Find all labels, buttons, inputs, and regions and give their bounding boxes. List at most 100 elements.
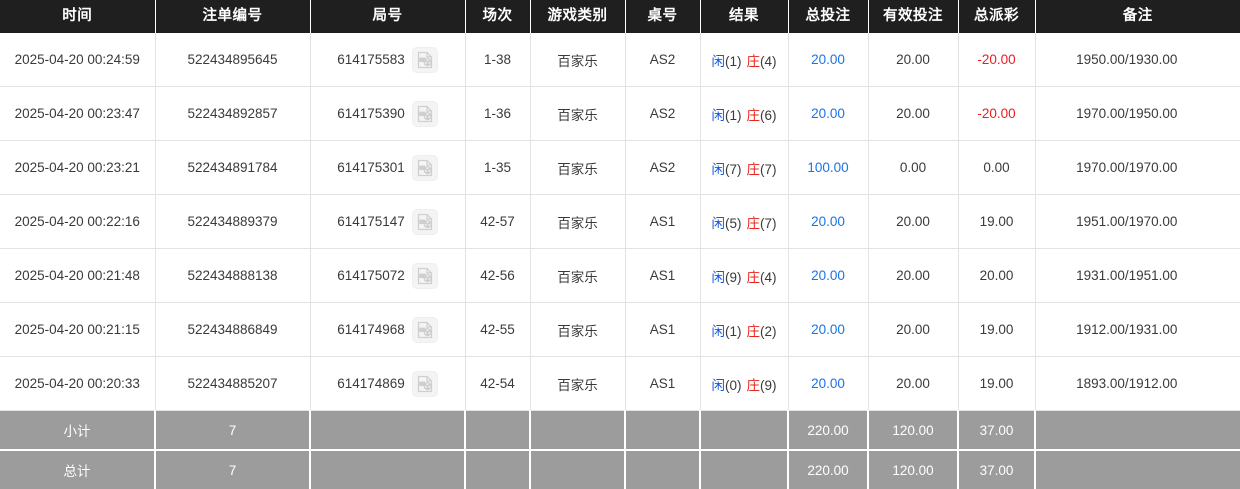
remark-text: 1912.00/1931.00 bbox=[1076, 322, 1177, 337]
total-bet-link[interactable]: 20.00 bbox=[811, 322, 845, 337]
column-header-total_payout[interactable]: 总派彩 bbox=[958, 0, 1035, 33]
cell-order-no: 522434885207 bbox=[155, 357, 310, 411]
video-file-icon[interactable] bbox=[412, 101, 438, 127]
cell-result: 闲(1)庄(6) bbox=[700, 87, 788, 141]
cell-remark: 1970.00/1970.00 bbox=[1035, 141, 1240, 195]
valid-bet-text: 20.00 bbox=[896, 52, 930, 67]
video-file-icon[interactable] bbox=[412, 209, 438, 235]
summary-label-text: 小计 bbox=[64, 424, 91, 439]
cell-game-type: 百家乐 bbox=[530, 357, 625, 411]
session-text: 1-38 bbox=[484, 52, 511, 67]
cell-round-no: 614175390 bbox=[310, 87, 465, 141]
cell-total-payout: 20.00 bbox=[958, 249, 1035, 303]
result-banker-value: (4) bbox=[760, 270, 777, 285]
total-bet-link[interactable]: 20.00 bbox=[811, 106, 845, 121]
valid-bet-text: 0.00 bbox=[900, 160, 926, 175]
column-header-time[interactable]: 时间 bbox=[0, 0, 155, 33]
summary-game-type bbox=[530, 411, 625, 451]
summary-table-no bbox=[625, 450, 700, 489]
table-no-text: AS1 bbox=[650, 376, 676, 391]
table-no-text: AS1 bbox=[650, 268, 676, 283]
column-header-total_bet[interactable]: 总投注 bbox=[788, 0, 868, 33]
cell-time: 2025-04-20 00:20:33 bbox=[0, 357, 155, 411]
result-player-label: 闲 bbox=[712, 162, 726, 177]
cell-total-bet: 20.00 bbox=[788, 33, 868, 87]
time-text: 2025-04-20 00:23:47 bbox=[15, 106, 140, 121]
cell-session: 42-55 bbox=[465, 303, 530, 357]
video-file-icon[interactable] bbox=[412, 47, 438, 73]
video-file-icon[interactable] bbox=[412, 155, 438, 181]
column-header-session[interactable]: 场次 bbox=[465, 0, 530, 33]
result-banker-label: 庄 bbox=[747, 324, 761, 339]
column-header-order_no[interactable]: 注单编号 bbox=[155, 0, 310, 33]
summary-count-text: 7 bbox=[229, 463, 237, 478]
total-payout-text: -20.00 bbox=[977, 52, 1015, 67]
round-no-text: 614175301 bbox=[337, 160, 405, 175]
cell-session: 1-36 bbox=[465, 87, 530, 141]
game-type-text: 百家乐 bbox=[557, 108, 598, 123]
order-no-text: 522434886849 bbox=[187, 322, 277, 337]
total-bet-link[interactable]: 20.00 bbox=[811, 214, 845, 229]
result-banker-label: 庄 bbox=[747, 162, 761, 177]
summary-remark bbox=[1035, 411, 1240, 451]
column-header-result[interactable]: 结果 bbox=[700, 0, 788, 33]
total-payout-text: 0.00 bbox=[983, 160, 1009, 175]
summary-total-payout-text: 37.00 bbox=[980, 423, 1014, 438]
column-header-label: 场次 bbox=[483, 8, 513, 24]
table-no-text: AS1 bbox=[650, 322, 676, 337]
order-no-text: 522434885207 bbox=[187, 376, 277, 391]
order-no-text: 522434892857 bbox=[187, 106, 277, 121]
column-header-remark[interactable]: 备注 bbox=[1035, 0, 1240, 33]
result-player-label: 闲 bbox=[712, 54, 726, 69]
column-header-table_no[interactable]: 桌号 bbox=[625, 0, 700, 33]
cell-table-no: AS2 bbox=[625, 141, 700, 195]
column-header-game_type[interactable]: 游戏类别 bbox=[530, 0, 625, 33]
summary-label: 总计 bbox=[0, 450, 155, 489]
result-player-value: (7) bbox=[725, 162, 742, 177]
total-bet-link[interactable]: 20.00 bbox=[811, 268, 845, 283]
column-header-valid_bet[interactable]: 有效投注 bbox=[868, 0, 958, 33]
column-header-label: 局号 bbox=[373, 8, 403, 24]
total-bet-link[interactable]: 20.00 bbox=[811, 52, 845, 67]
round-no-text: 614175390 bbox=[337, 106, 405, 121]
time-text: 2025-04-20 00:20:33 bbox=[15, 376, 140, 391]
result-player-label: 闲 bbox=[712, 378, 726, 393]
cell-round-no: 614174869 bbox=[310, 357, 465, 411]
cell-total-bet: 20.00 bbox=[788, 249, 868, 303]
summary-count: 7 bbox=[155, 411, 310, 451]
column-header-label: 注单编号 bbox=[203, 8, 263, 24]
table-no-text: AS2 bbox=[650, 52, 676, 67]
result-player-value: (1) bbox=[725, 54, 742, 69]
valid-bet-text: 20.00 bbox=[896, 322, 930, 337]
remark-text: 1951.00/1970.00 bbox=[1076, 214, 1177, 229]
cell-valid-bet: 0.00 bbox=[868, 141, 958, 195]
result-player-value: (1) bbox=[725, 324, 742, 339]
summary-label: 小计 bbox=[0, 411, 155, 451]
summary-round-no bbox=[310, 450, 465, 489]
total-payout-text: 19.00 bbox=[980, 322, 1014, 337]
result-player-label: 闲 bbox=[712, 270, 726, 285]
valid-bet-text: 20.00 bbox=[896, 268, 930, 283]
column-header-round_no[interactable]: 局号 bbox=[310, 0, 465, 33]
summary-total-payout: 37.00 bbox=[958, 411, 1035, 451]
video-file-icon[interactable] bbox=[412, 371, 438, 397]
valid-bet-text: 20.00 bbox=[896, 376, 930, 391]
video-file-icon[interactable] bbox=[412, 263, 438, 289]
cell-round-no: 614175301 bbox=[310, 141, 465, 195]
column-header-label: 总投注 bbox=[806, 8, 851, 24]
cell-total-payout: 19.00 bbox=[958, 303, 1035, 357]
video-file-icon[interactable] bbox=[412, 317, 438, 343]
cell-order-no: 522434895645 bbox=[155, 33, 310, 87]
cell-game-type: 百家乐 bbox=[530, 87, 625, 141]
column-header-label: 桌号 bbox=[648, 8, 678, 24]
cell-valid-bet: 20.00 bbox=[868, 249, 958, 303]
cell-valid-bet: 20.00 bbox=[868, 357, 958, 411]
valid-bet-text: 20.00 bbox=[896, 214, 930, 229]
total-bet-link[interactable]: 20.00 bbox=[811, 376, 845, 391]
result-banker-value: (4) bbox=[760, 54, 777, 69]
cell-game-type: 百家乐 bbox=[530, 303, 625, 357]
total-bet-link[interactable]: 100.00 bbox=[807, 160, 848, 175]
result-player-value: (5) bbox=[725, 216, 742, 231]
